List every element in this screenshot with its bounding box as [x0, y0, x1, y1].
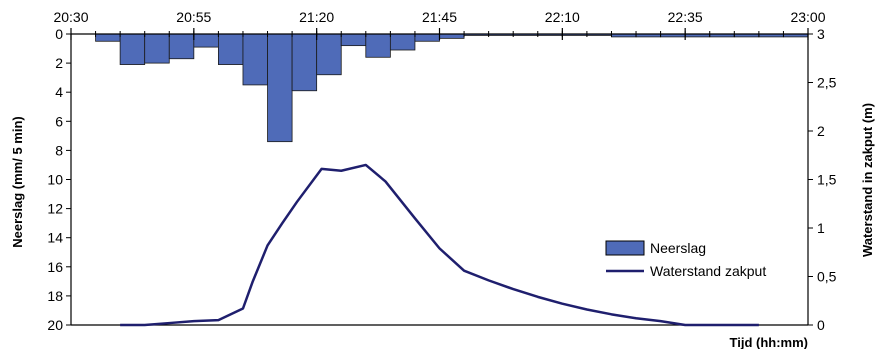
y-right-tick-label: 1 [817, 220, 825, 236]
y-left-tick-label: 16 [47, 259, 63, 275]
y-left-tick-label: 20 [47, 317, 63, 333]
bar [267, 33, 293, 143]
legend-line-label: Waterstand zakput [650, 263, 766, 279]
x-tick-label: 20:55 [176, 9, 211, 25]
bar [439, 33, 465, 39]
x-tick-label: 21:45 [422, 9, 457, 25]
bar [242, 33, 268, 86]
y-left-tick-label: 12 [47, 201, 63, 217]
x-tick-label: 22:35 [668, 9, 703, 25]
tick-labels: 20:30 20:55 21:20 21:45 22:10 22:35 23:00 0 2 4 6 8… [47, 9, 836, 333]
y-left-tick-label: 10 [47, 172, 63, 188]
y-left-tick-label: 8 [55, 142, 63, 158]
y-right-tick-label: 0,5 [817, 269, 837, 285]
y-left-tick-label: 6 [55, 113, 63, 129]
axes [66, 28, 813, 326]
bar [168, 33, 195, 60]
bar [291, 33, 318, 92]
y-right-tick-label: 3 [817, 26, 825, 42]
bar [340, 33, 367, 47]
bar [119, 33, 146, 65]
bar [365, 33, 391, 58]
y-right-tick-label: 1,5 [817, 172, 837, 188]
y-right-tick-label: 2 [817, 123, 825, 139]
waterstand-line [120, 163, 759, 327]
bar [414, 33, 440, 42]
bar [389, 33, 416, 51]
y-left-axis-title: Neerslag (mm/ 5 min) [10, 116, 25, 248]
bar [144, 33, 170, 64]
x-tick-label: 22:10 [545, 9, 580, 25]
bar [316, 33, 342, 76]
x-axis-title: Tijd (hh:mm) [730, 335, 808, 349]
legend-bar-swatch [605, 240, 645, 256]
bar [217, 33, 244, 65]
y-left-tick-label: 4 [55, 84, 63, 100]
y-right-tick-label: 0 [817, 317, 825, 333]
bar [95, 33, 121, 42]
line-series [120, 163, 759, 327]
bar [193, 33, 219, 48]
bars-series [95, 33, 809, 143]
x-tick-label: 20:30 [53, 9, 88, 25]
legend: Neerslag Waterstand zakput [605, 240, 766, 279]
y-left-tick-label: 0 [55, 26, 63, 42]
y-right-axis-title: Waterstand in zakput (m) [860, 103, 875, 257]
x-tick-label: 21:20 [299, 9, 334, 25]
y-left-tick-label: 2 [55, 55, 63, 71]
y-right-tick-label: 2,5 [817, 75, 837, 91]
legend-bar-label: Neerslag [650, 240, 706, 256]
y-left-tick-label: 18 [47, 288, 63, 304]
y-left-tick-label: 14 [47, 230, 63, 246]
x-tick-label: 23:00 [790, 9, 825, 25]
